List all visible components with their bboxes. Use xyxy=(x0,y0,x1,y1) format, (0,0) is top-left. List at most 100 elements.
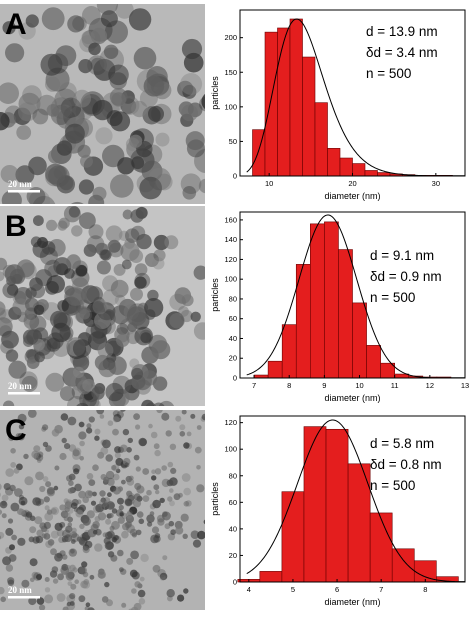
plot-frame xyxy=(239,211,466,379)
bar xyxy=(394,373,410,379)
x-tick-label: 7 xyxy=(379,585,383,594)
bar xyxy=(327,148,341,177)
bar xyxy=(325,428,349,583)
bar xyxy=(339,157,353,177)
x-tick-label: 7 xyxy=(252,381,256,390)
bar xyxy=(366,345,381,379)
panel-c: C 20 nm 0 20 40 60 80 100 120 4 5 6 7 8 diameter (nm)… xyxy=(0,410,470,610)
x-tick-label: 12 xyxy=(426,381,434,390)
scale-bar xyxy=(8,190,40,193)
y-tick-label: 120 xyxy=(224,418,237,427)
scale-bar-label: 20 nm xyxy=(8,179,32,189)
nanoparticles xyxy=(0,4,205,204)
panel-letter: A xyxy=(5,8,27,41)
bar xyxy=(352,302,367,379)
panel-a: A 20 nm 0 50 100 150 200 10 20 30 diameter (nm) pa… xyxy=(0,4,470,204)
bar xyxy=(264,31,278,177)
scale-bar-label: 20 nm xyxy=(8,381,32,391)
bar xyxy=(391,548,415,583)
y-tick-label: 80 xyxy=(229,471,237,480)
bar xyxy=(338,249,353,379)
x-tick-label: 9 xyxy=(322,381,326,390)
x-tick-label: 13 xyxy=(461,381,469,390)
y-axis-label: particles xyxy=(210,76,220,110)
bar xyxy=(377,172,391,177)
stats-annotation: d = 5.8 nm xyxy=(370,436,434,451)
y-tick-label: 160 xyxy=(224,215,237,224)
x-tick-label: 10 xyxy=(265,179,273,188)
y-axis-label: particles xyxy=(210,278,220,312)
y-tick-label: 120 xyxy=(224,255,237,264)
panel-letter: B xyxy=(5,210,27,243)
nanoparticles xyxy=(0,206,205,406)
bar xyxy=(259,571,283,583)
tem-micrograph-a: A 20 nm xyxy=(0,4,205,204)
bars xyxy=(252,18,453,177)
x-tick-label: 10 xyxy=(355,381,363,390)
bar xyxy=(369,512,393,583)
x-tick-label: 6 xyxy=(335,585,339,594)
x-tick-label: 4 xyxy=(247,585,251,594)
y-tick-label: 140 xyxy=(224,235,237,244)
x-tick-label: 8 xyxy=(287,381,291,390)
panel-letter: C xyxy=(5,414,27,447)
x-tick-label: 5 xyxy=(291,585,295,594)
y-tick-label: 0 xyxy=(233,172,237,181)
y-tick-label: 60 xyxy=(229,498,237,507)
bar xyxy=(267,360,283,379)
y-tick-label: 100 xyxy=(224,445,237,454)
scale-bar xyxy=(8,392,40,395)
y-tick-label: 20 xyxy=(229,551,237,560)
nanoparticles xyxy=(0,410,205,610)
x-tick-label: 30 xyxy=(432,179,440,188)
panel-b: B 20 nm 0 20 40 60 80 100 120 140 160 7 8 9 10 11 12 13 d… xyxy=(0,206,470,406)
x-tick-label: 11 xyxy=(391,381,399,390)
x-axis-label: diameter (nm) xyxy=(324,393,380,403)
y-tick-label: 100 xyxy=(224,275,237,284)
y-tick-label: 40 xyxy=(229,524,237,533)
fit-curve xyxy=(246,419,465,583)
histogram-c: 0 20 40 60 80 100 120 4 5 6 7 8 diameter (nm) particl… xyxy=(208,410,470,610)
y-tick-label: 100 xyxy=(224,102,237,111)
scale-bar-label: 20 nm xyxy=(8,585,32,595)
stats-annotation: δd = 0.8 nm xyxy=(370,457,442,472)
stats-annotation: δd = 3.4 nm xyxy=(366,45,438,60)
stats-annotation: n = 500 xyxy=(370,478,415,493)
scale-bar xyxy=(8,596,40,599)
plot-frame xyxy=(239,415,466,583)
y-tick-label: 50 xyxy=(229,137,237,146)
stats-annotation: n = 500 xyxy=(366,66,411,81)
y-tick-label: 60 xyxy=(229,314,237,323)
y-tick-label: 200 xyxy=(224,33,237,42)
stats-annotation: d = 13.9 nm xyxy=(366,24,438,39)
y-tick-label: 0 xyxy=(233,374,237,383)
bar xyxy=(281,324,297,379)
bar xyxy=(281,491,305,583)
bar xyxy=(302,56,316,177)
histogram-a: 0 50 100 150 200 10 20 30 diameter (nm) particles… xyxy=(208,4,470,204)
bar xyxy=(289,18,303,177)
y-tick-label: 0 xyxy=(233,578,237,587)
stats-annotation: n = 500 xyxy=(370,290,415,305)
y-tick-label: 20 xyxy=(229,354,237,363)
bar xyxy=(364,170,378,177)
x-tick-label: 20 xyxy=(348,179,356,188)
stats-annotation: δd = 0.9 nm xyxy=(370,269,442,284)
histogram-b: 0 20 40 60 80 100 120 140 160 7 8 9 10 11 12 13 diameter… xyxy=(208,206,470,406)
y-axis-label: particles xyxy=(210,482,220,516)
bar xyxy=(277,27,291,177)
bar xyxy=(314,102,328,177)
tem-micrograph-b: B 20 nm xyxy=(0,206,205,406)
x-axis-label: diameter (nm) xyxy=(324,597,380,607)
bar xyxy=(352,163,366,177)
stats-annotation: d = 9.1 nm xyxy=(370,248,434,263)
tem-micrograph-c: C 20 nm xyxy=(0,410,205,610)
y-tick-label: 40 xyxy=(229,334,237,343)
bar xyxy=(303,426,327,583)
x-axis-label: diameter (nm) xyxy=(324,191,380,201)
bar xyxy=(310,223,325,379)
y-tick-label: 150 xyxy=(224,68,237,77)
x-tick-label: 8 xyxy=(423,585,427,594)
bars xyxy=(253,221,452,379)
bar xyxy=(324,221,339,379)
